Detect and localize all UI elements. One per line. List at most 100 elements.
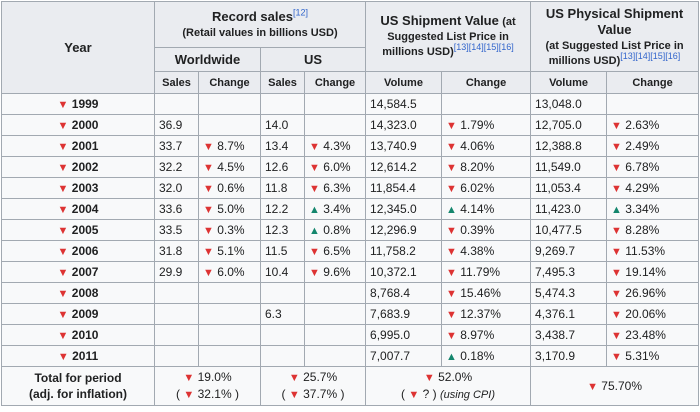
ship-volume-cell-value: 7,683.9 xyxy=(370,307,411,321)
ship-change-cell-value: 11.79% xyxy=(460,264,501,279)
ship-volume-cell: 8,768.4 xyxy=(365,282,443,304)
us-shipment-refs-link[interactable]: [13][14][15][16] xyxy=(453,42,514,52)
up-triangle-icon: ▲ xyxy=(309,224,320,237)
phys-change-cell-value: 2.63% xyxy=(625,117,660,132)
us-header: US xyxy=(259,47,367,72)
us-sales-cell: 12.3 xyxy=(260,219,305,241)
ship-volume-cell-value: 11,854.4 xyxy=(370,181,416,195)
us-change-cell xyxy=(303,93,367,115)
phys-change-cell-value: 26.96% xyxy=(625,285,666,300)
us-sales-cell xyxy=(260,324,305,346)
ww-sales-cell: 29.9 xyxy=(154,261,199,283)
ww-sales-cell xyxy=(154,345,199,367)
us-sales-cell-value: 11.5 xyxy=(265,244,288,258)
us-sales-cell xyxy=(260,282,305,304)
ww-change-cell: ▼ 4.5% xyxy=(198,156,261,178)
ship-change-cell-value: 4.14% xyxy=(460,201,495,216)
ship-change-cell: ▼ 4.38% xyxy=(441,240,532,262)
down-triangle-icon: ▼ xyxy=(309,140,320,153)
year-value: 2006 xyxy=(71,243,99,258)
year-value: 2011 xyxy=(72,348,99,363)
phys-change-cell: ▼ 26.96% xyxy=(606,282,700,304)
phys-volume-cell-value: 3,438.7 xyxy=(535,328,576,342)
down-triangle-icon: ▼ xyxy=(611,140,622,153)
phys-change-cell-value: 5.31% xyxy=(625,348,660,363)
phys-change-cell: ▼ 6.78% xyxy=(606,156,700,178)
ship-volume-cell: 11,854.4 xyxy=(365,177,443,199)
us-sales-cell: 12.6 xyxy=(260,156,305,178)
total-worldwide: ▼ 19.0% ( ▼ 32.1% ) xyxy=(154,366,261,406)
ship-volume-cell: 10,372.1 xyxy=(365,261,443,283)
ship-volume-cell-value: 12,296.9 xyxy=(370,223,417,237)
ship-volume-cell-value: 14,584.5 xyxy=(370,97,417,111)
phys-change-cell: ▼ 8.28% xyxy=(606,219,700,241)
us-change-cell: ▼ 4.3% xyxy=(303,135,367,157)
us-shipment-value-header: US Shipment Value (at Suggested List Pri… xyxy=(365,1,532,72)
table-row: ▼ 2006 31.8 ▼ 5.1% 11.5 ▼ 6.5% 11,758.2 ▼ 4.38… xyxy=(1,240,700,262)
ww-change-cell xyxy=(198,114,261,136)
phys-change-cell: ▼ 5.31% xyxy=(606,345,700,367)
phys-change-subheader: Change xyxy=(606,71,700,94)
table-row: ▼ 2000 36.9 14.0 14,323.0 ▼ 1.79% 12,705.0 ▼ 2… xyxy=(1,114,700,136)
year: ▼ 2010 xyxy=(1,324,155,346)
phys-volume-cell-value: 5,474.3 xyxy=(535,286,576,300)
year: ▼ 2006 xyxy=(1,240,155,262)
down-triangle-icon: ▼ xyxy=(57,98,69,111)
down-triangle-icon: ▼ xyxy=(408,389,420,401)
down-triangle-icon: ▼ xyxy=(57,161,69,174)
phys-volume-cell-value: 7,495.3 xyxy=(535,265,576,279)
year: ▼ 2004 xyxy=(1,198,155,220)
ww-sales-cell-value: 33.6 xyxy=(159,202,183,216)
ship-change-cell: ▼ 11.79% xyxy=(441,261,532,283)
down-triangle-icon: ▼ xyxy=(57,245,69,258)
down-triangle-icon: ▼ xyxy=(446,308,457,321)
down-triangle-icon: ▼ xyxy=(203,140,214,153)
year-value: 1999 xyxy=(71,96,99,111)
phys-volume-cell: 10,477.5 xyxy=(530,219,608,241)
total-us-physical: ▼ 75.70% xyxy=(530,366,700,406)
phys-change-cell xyxy=(606,93,700,115)
phys-change-cell: ▼ 2.49% xyxy=(606,135,700,157)
total-us: ▼ 25.7% ( ▼ 37.7% ) xyxy=(259,366,367,406)
ship-volume-cell-value: 12,614.2 xyxy=(370,160,417,174)
ship-change-cell: ▼ 8.20% xyxy=(441,156,532,178)
year: ▼ 2002 xyxy=(1,156,155,178)
ship-volume-cell-value: 10,372.1 xyxy=(370,265,417,279)
ww-sales-cell-value: 32.2 xyxy=(159,160,183,174)
table-row: ▼ 2009 6.3 7,683.9 ▼ 12.37% 4,376.1 ▼ 20.06% xyxy=(1,303,700,325)
us-physical-shipment-header: US Physical Shipment Value (at Suggested… xyxy=(530,1,700,72)
us-change-cell xyxy=(303,345,367,367)
us-change-cell xyxy=(303,303,367,325)
phys-change-cell-value: 23.48% xyxy=(625,327,666,342)
ship-volume-cell-value: 12,345.0 xyxy=(370,202,417,216)
down-triangle-icon: ▼ xyxy=(446,224,457,237)
ship-volume-cell-value: 6,995.0 xyxy=(370,328,411,342)
ship-change-cell: ▼ 15.46% xyxy=(441,282,532,304)
ww-change-cell xyxy=(198,324,261,346)
year: ▼ 2007 xyxy=(1,261,155,283)
us-sales-cell-value: 12.3 xyxy=(265,223,289,237)
phys-change-cell-value: 6.78% xyxy=(625,159,660,174)
us-change-cell-value: 4.3% xyxy=(323,138,351,153)
us-sales-cell-value: 11.8 xyxy=(265,181,288,195)
record-sales-ref-link[interactable]: [12] xyxy=(292,7,308,18)
phys-volume-cell-value: 12,705.0 xyxy=(535,118,582,132)
ship-volume-cell: 14,323.0 xyxy=(365,114,443,136)
phys-change-cell-value: 8.28% xyxy=(625,222,660,237)
down-triangle-icon: ▼ xyxy=(611,350,622,363)
down-triangle-icon: ▼ xyxy=(611,266,622,279)
ship-volume-cell: 7,683.9 xyxy=(365,303,443,325)
table-row: ▼ 2004 33.6 ▼ 5.0% 12.2 ▲ 3.4% 12,345.0 ▲ 4.14… xyxy=(1,198,700,220)
ship-change-cell-value: 0.18% xyxy=(460,348,495,363)
phys-volume-cell: 13,048.0 xyxy=(530,93,608,115)
phys-change-cell: ▼ 23.48% xyxy=(606,324,700,346)
us-physical-refs-link[interactable]: [13][14][15][16] xyxy=(620,50,681,61)
ww-sales-cell-value: 33.7 xyxy=(159,139,183,153)
ww-change-cell-value: 5.0% xyxy=(217,201,245,216)
phys-change-cell-value: 4.29% xyxy=(625,180,660,195)
table-row: ▼ 2003 32.0 ▼ 0.6% 11.8 ▼ 6.3% 11,854.4 ▼ 6.02… xyxy=(1,177,700,199)
us-sales-cell-value: 14.0 xyxy=(265,118,289,132)
down-triangle-icon: ▼ xyxy=(611,119,622,132)
ship-change-cell xyxy=(441,93,532,115)
ship-change-cell-value: 8.20% xyxy=(460,159,495,174)
